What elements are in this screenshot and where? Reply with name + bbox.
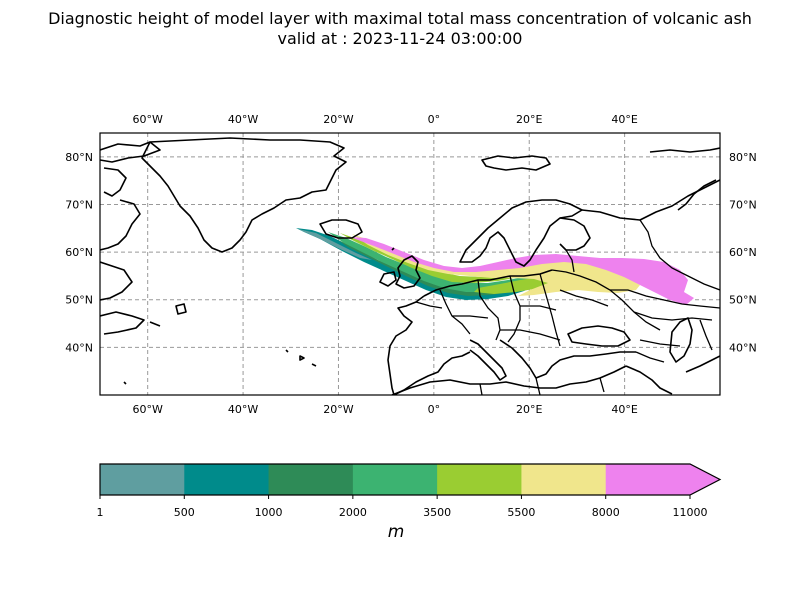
ash-plume xyxy=(296,228,694,305)
map-frame xyxy=(99,132,721,396)
lon-label-bottom: 60°W xyxy=(133,403,163,416)
colorbar-outline xyxy=(99,463,722,496)
colorbar-swatch xyxy=(268,464,354,495)
colorbar-tick-label: 1 xyxy=(96,506,104,519)
lat-label-right: 40°N xyxy=(729,341,757,354)
lat-label-left: 70°N xyxy=(65,198,93,211)
colorbar-swatch xyxy=(100,464,185,495)
lon-label-bottom: 40°W xyxy=(228,403,258,416)
colorbar-tick-label: 2000 xyxy=(338,506,367,519)
coastlines xyxy=(100,137,720,395)
lon-label-bottom: 20°W xyxy=(323,403,353,416)
colorbar-tick-label: 5500 xyxy=(507,506,536,519)
lat-label-right: 70°N xyxy=(729,198,757,211)
lon-label-top: 40°E xyxy=(611,113,637,126)
colorbar-unit: m xyxy=(387,522,405,542)
lat-label-right: 50°N xyxy=(729,294,757,307)
lon-label-top: 0° xyxy=(428,113,441,126)
lat-label-left: 50°N xyxy=(65,294,93,307)
lon-label-top: 60°W xyxy=(133,113,163,126)
colorbar-tick-label: 500 xyxy=(173,506,195,519)
chart-subtitle: valid at : 2023-11-24 03:00:00 xyxy=(277,29,523,48)
lon-label-bottom: 40°E xyxy=(611,403,637,416)
colorbar-tick-label: 3500 xyxy=(423,506,452,519)
colorbar-swatch xyxy=(521,464,607,495)
graticule xyxy=(100,133,720,395)
lon-label-bottom: 20°E xyxy=(516,403,542,416)
plume-band-5500-8000 xyxy=(352,234,640,296)
lon-label-bottom: 0° xyxy=(428,403,441,416)
lat-label-left: 80°N xyxy=(65,151,93,164)
colorbar-swatch xyxy=(605,464,720,495)
lon-label-top: 40°W xyxy=(228,113,258,126)
lat-label-right: 60°N xyxy=(729,246,757,259)
colorbar-tick-label: 8000 xyxy=(591,506,620,519)
colorbar-swatch xyxy=(184,464,270,495)
colorbar-tick-label: 11000 xyxy=(672,506,708,519)
lat-label-left: 40°N xyxy=(65,341,93,354)
plume-band-8000-11000 xyxy=(350,237,694,305)
lat-label-right: 80°N xyxy=(729,151,757,164)
lat-label-left: 60°N xyxy=(65,246,93,259)
colorbar-swatch xyxy=(352,464,438,495)
plume-inner-yellow xyxy=(572,272,634,289)
chart-title: Diagnostic height of model layer with ma… xyxy=(48,9,752,28)
country-borders xyxy=(415,219,720,395)
plume-band-1-500 xyxy=(298,229,372,260)
plume-band-2000-3500 xyxy=(328,232,556,292)
colorbar-tick-label: 1000 xyxy=(254,506,283,519)
colorbar-swatch xyxy=(437,464,522,495)
lon-label-top: 20°W xyxy=(323,113,353,126)
lon-label-top: 20°E xyxy=(516,113,542,126)
